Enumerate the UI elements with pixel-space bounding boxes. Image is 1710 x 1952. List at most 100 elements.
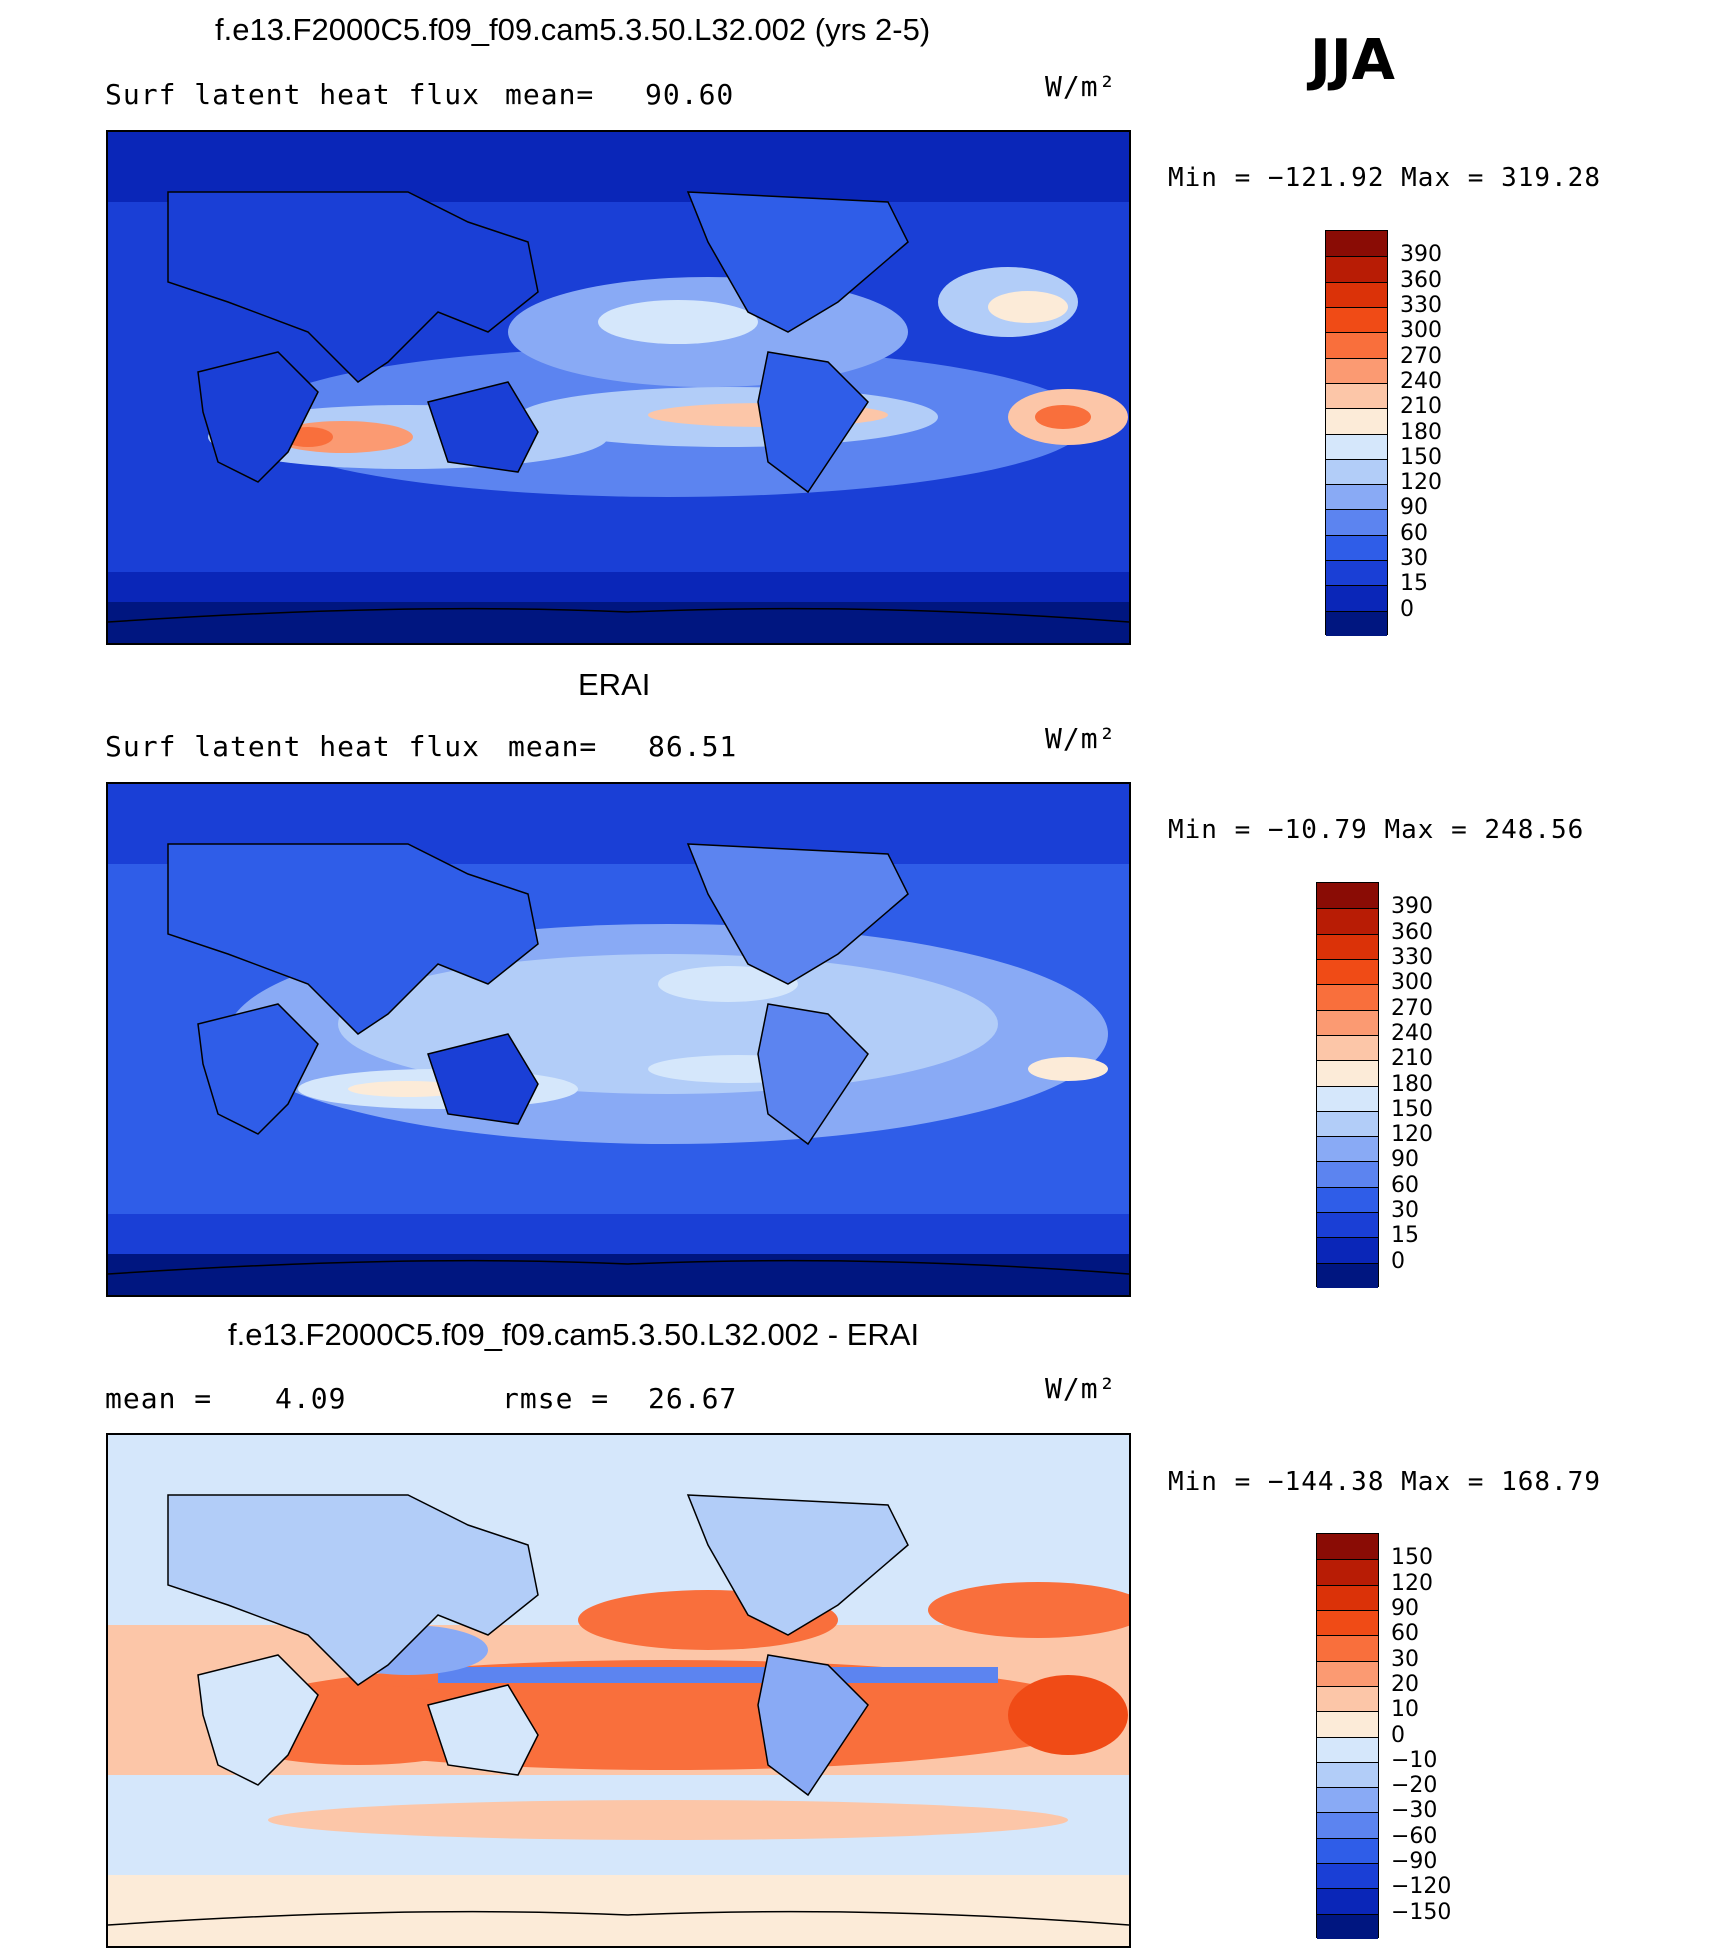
colorbar-tick-label: 0 (1391, 1722, 1405, 1748)
minmax-label-obs: Min = −10.79 Max = 248.56 (1168, 815, 1585, 845)
colorbar-tick-label: 210 (1391, 1046, 1433, 1072)
mean-label-obs: mean= (508, 730, 598, 763)
colorbar-tick-label: 240 (1400, 368, 1442, 394)
colorbar-swatch (1326, 534, 1387, 561)
colorbar-tick-label: −60 (1391, 1823, 1438, 1849)
minmax-label-model: Min = −121.92 Max = 319.28 (1168, 163, 1601, 193)
colorbar-tick-label: 150 (1400, 444, 1442, 470)
colorbar-swatch (1317, 1660, 1378, 1686)
colorbar-tick-label: 300 (1391, 970, 1433, 996)
colorbar-swatch (1317, 933, 1378, 959)
units-label-model: W/m² (1045, 70, 1117, 103)
colorbar-swatch (1317, 1787, 1378, 1813)
colorbar-swatch (1326, 484, 1387, 510)
colorbar-tick-label: 360 (1391, 919, 1433, 945)
colorbar-tick-label: 15 (1391, 1223, 1419, 1249)
colorbar-swatch (1317, 1736, 1378, 1762)
colorbar-tick-label: −120 (1391, 1874, 1452, 1900)
colorbar-tick-label: 0 (1391, 1248, 1405, 1274)
colorbar-swatch (1317, 1584, 1378, 1610)
colorbar-tick-label: 120 (1400, 470, 1442, 496)
colorbar-swatch (1317, 1534, 1378, 1560)
colorbar-tick-label: 60 (1391, 1172, 1419, 1198)
colorbar-swatch (1317, 908, 1378, 934)
colorbar-swatch (1317, 1837, 1378, 1864)
panel-title-diff: f.e13.F2000C5.f09_f09.cam5.3.50.L32.002 … (228, 1317, 920, 1352)
colorbar-tick-label: 390 (1391, 894, 1433, 920)
colorbar-tick-label: 60 (1400, 520, 1428, 546)
colorbar-swatch (1317, 1186, 1378, 1213)
colorbar-swatch (1317, 1711, 1378, 1737)
colorbar-tick-label: −20 (1391, 1773, 1438, 1799)
colorbar-tick-label: 270 (1400, 343, 1442, 369)
colorbar-swatch (1317, 1863, 1378, 1889)
colorbar-swatch (1326, 610, 1387, 636)
colorbar-tick-label: 210 (1400, 394, 1442, 420)
colorbar-model (1325, 230, 1388, 636)
colorbar-swatch (1317, 984, 1378, 1010)
colorbar-swatch (1317, 1009, 1378, 1035)
colorbar-tick-label: 60 (1391, 1621, 1419, 1647)
colorbar-tick-label: 30 (1391, 1198, 1419, 1224)
colorbar-swatch (1326, 458, 1387, 485)
colorbar-swatch (1317, 1161, 1378, 1187)
colorbar-tick-label: 150 (1391, 1096, 1433, 1122)
colorbar-tick-label: 90 (1391, 1147, 1419, 1173)
colorbar-swatch (1326, 433, 1387, 459)
panel-title-obs: ERAI (578, 667, 651, 702)
colorbar-tick-label: 30 (1391, 1646, 1419, 1672)
colorbar-tick-label: −150 (1391, 1899, 1452, 1925)
colorbar-tick-label: 20 (1391, 1671, 1419, 1697)
colorbar-tick-label: 30 (1400, 546, 1428, 572)
map-panel-obs (106, 782, 1131, 1297)
colorbar-swatch (1317, 1110, 1378, 1137)
map-panel-model (106, 130, 1131, 645)
colorbar-swatch (1317, 1060, 1378, 1086)
colorbar-tick-label: 90 (1391, 1595, 1419, 1621)
colorbar-swatch (1326, 281, 1387, 307)
mean-label-model: mean= (505, 78, 595, 111)
colorbar-swatch (1317, 1262, 1378, 1288)
colorbar-swatch (1317, 1034, 1378, 1061)
units-label-diff: W/m² (1045, 1372, 1117, 1405)
colorbar-swatch (1317, 883, 1378, 909)
map-panel-diff (106, 1433, 1131, 1948)
colorbar-swatch (1317, 958, 1378, 985)
variable-label-obs: Surf latent heat flux (105, 730, 481, 763)
colorbar-tick-label: 90 (1400, 495, 1428, 521)
colorbar-tick-label: 120 (1391, 1122, 1433, 1148)
colorbar-tick-label: 180 (1400, 419, 1442, 445)
colorbar-swatch (1326, 408, 1387, 434)
units-label-obs: W/m² (1045, 722, 1117, 755)
colorbar-tick-label: −90 (1391, 1849, 1438, 1875)
colorbar-swatch (1317, 1812, 1378, 1838)
colorbar-tick-label: 240 (1391, 1020, 1433, 1046)
colorbar-swatch (1326, 306, 1387, 333)
colorbar-tick-label: 330 (1391, 944, 1433, 970)
colorbar-swatch (1326, 357, 1387, 383)
mean-value-diff: 4.09 (275, 1382, 347, 1415)
colorbar-diff (1316, 1533, 1379, 1939)
colorbar-swatch (1317, 1635, 1378, 1661)
colorbar-swatch (1317, 1913, 1378, 1939)
colorbar-swatch (1317, 1888, 1378, 1914)
colorbar-tick-label: 10 (1391, 1697, 1419, 1723)
mean-label-diff: mean = (105, 1382, 213, 1415)
colorbar-swatch (1317, 1559, 1378, 1585)
mean-value-model: 90.60 (645, 78, 735, 111)
colorbar-tick-label: 390 (1400, 242, 1442, 268)
variable-label-model: Surf latent heat flux (105, 78, 481, 111)
colorbar-swatch (1326, 382, 1387, 409)
colorbar-tick-label: 270 (1391, 995, 1433, 1021)
colorbar-swatch (1317, 1685, 1378, 1712)
colorbar-swatch (1317, 1761, 1378, 1788)
rmse-value-diff: 26.67 (648, 1382, 738, 1415)
colorbar-swatch (1326, 332, 1387, 358)
colorbar-swatch (1326, 256, 1387, 282)
colorbar-swatch (1326, 509, 1387, 535)
colorbar-tick-label: 180 (1391, 1071, 1433, 1097)
colorbar-swatch (1317, 1136, 1378, 1162)
colorbar-tick-label: 15 (1400, 571, 1428, 597)
colorbar-obs (1316, 882, 1379, 1288)
colorbar-swatch (1326, 560, 1387, 586)
